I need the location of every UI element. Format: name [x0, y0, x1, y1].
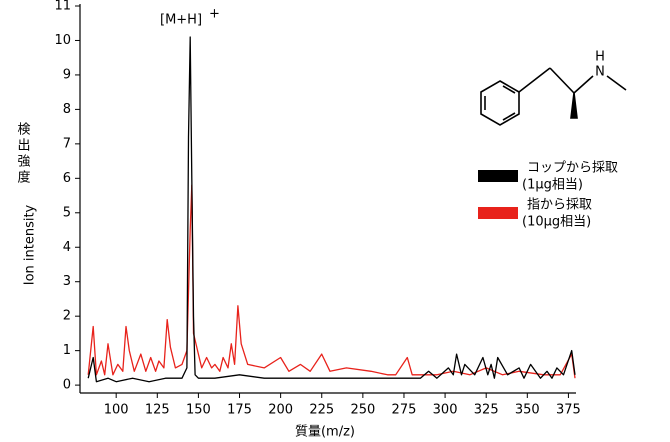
- atom-label: H: [595, 50, 605, 65]
- y-tick-label: 10: [54, 33, 71, 48]
- series-line: [87, 36, 576, 383]
- x-axis-label: 質量(m/z): [295, 425, 355, 440]
- y-tick-label: 6: [63, 171, 71, 186]
- y-tick-label: 0: [63, 378, 71, 393]
- y-tick-label: 9: [63, 67, 71, 82]
- y-tick-label: 3: [63, 274, 71, 289]
- bond: [518, 67, 551, 93]
- legend-swatch: [478, 207, 518, 219]
- bond: [606, 75, 627, 91]
- y-tick-label: 1: [63, 343, 71, 358]
- y-tick-label: 7: [63, 136, 71, 151]
- y-tick-label: 2: [63, 309, 71, 324]
- x-tick-label: 125: [145, 403, 170, 418]
- y-axis-label: Ion intensity: [23, 204, 38, 285]
- legend-label: (10μg相当): [522, 215, 591, 230]
- x-tick-label: 250: [350, 403, 375, 418]
- annotation: [M+H]: [160, 13, 202, 28]
- x-tick-label: 325: [474, 403, 499, 418]
- bond: [502, 85, 516, 94]
- annotation-superscript: +: [209, 7, 220, 22]
- benzene-ring: [480, 80, 520, 126]
- legend-label: (1μg相当): [522, 178, 583, 193]
- series-line: [87, 184, 576, 379]
- x-tick-label: 225: [309, 403, 334, 418]
- atom-label: N: [595, 65, 605, 80]
- legend-label: 指から採取: [527, 198, 592, 213]
- legend-label: コップから採取: [527, 161, 618, 176]
- bond: [573, 75, 594, 94]
- x-tick-label: 300: [433, 403, 458, 418]
- x-tick-label: 200: [268, 403, 293, 418]
- x-tick-label: 375: [556, 403, 581, 418]
- bond: [502, 112, 516, 121]
- x-tick-label: 100: [104, 403, 129, 418]
- y-tick-label: 8: [63, 102, 71, 117]
- wedge-bond: [570, 92, 578, 119]
- y-axis-label-ja: 検出強度: [15, 122, 31, 186]
- y-tick-label: 5: [63, 205, 71, 220]
- structure: [480, 67, 627, 126]
- x-tick-label: 275: [392, 403, 417, 418]
- x-tick-label: 350: [515, 403, 540, 418]
- x-tick-label: 150: [186, 403, 211, 418]
- bond: [549, 67, 575, 94]
- legend-swatch: [478, 170, 518, 182]
- y-tick-label: 11: [54, 0, 71, 14]
- x-tick-label: 175: [227, 403, 252, 418]
- y-tick-label: 4: [63, 240, 71, 255]
